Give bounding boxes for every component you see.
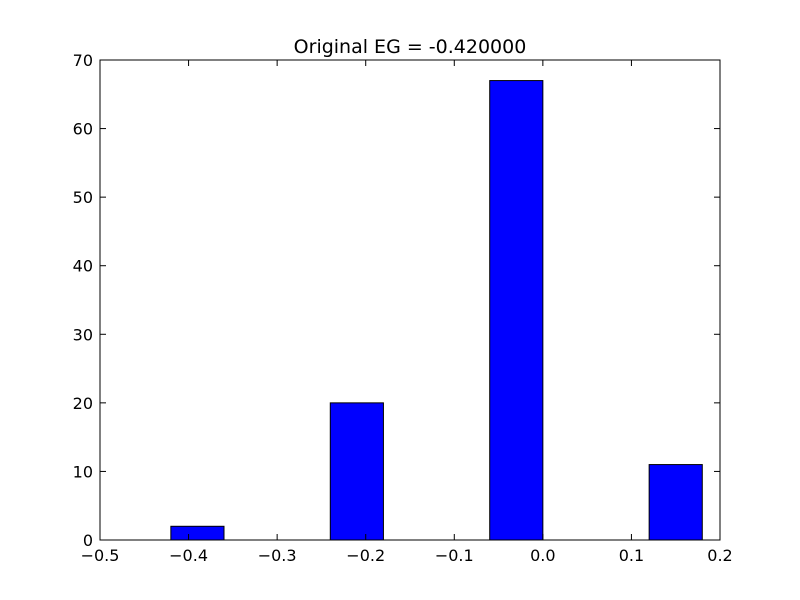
x-tick-label: −0.5 [81,546,120,565]
y-tick-label: 70 [73,51,93,70]
bar-1 [329,402,384,541]
x-tick-label: −0.1 [435,546,474,565]
bars-group [170,80,703,541]
x-tick-label: 0.1 [619,546,644,565]
y-tick-label: 10 [73,462,93,481]
x-tick-label: −0.2 [346,546,385,565]
y-tick-label: 30 [73,325,93,344]
y-tick-label: 0 [83,531,93,550]
chart-title: Original EG = -0.420000 [294,36,527,58]
y-tick-label: 60 [73,120,93,139]
ticks-group: −0.5 −0.4 −0.3 −0.2 −0.1 0.0 0.1 0.2 0 10 20 30 40 50… [73,51,733,565]
y-tick-label: 20 [73,394,93,413]
y-tick-label: 50 [73,188,93,207]
x-tick-label: −0.3 [258,546,297,565]
x-tick-label: 0.0 [530,546,555,565]
plot-frame [99,59,721,541]
bar-3 [648,464,703,541]
x-tick-label: 0.2 [707,546,732,565]
bar-2 [489,80,544,541]
x-tick-label: −0.4 [169,546,208,565]
y-tick-label: 40 [73,257,93,276]
bar-0 [170,525,225,541]
